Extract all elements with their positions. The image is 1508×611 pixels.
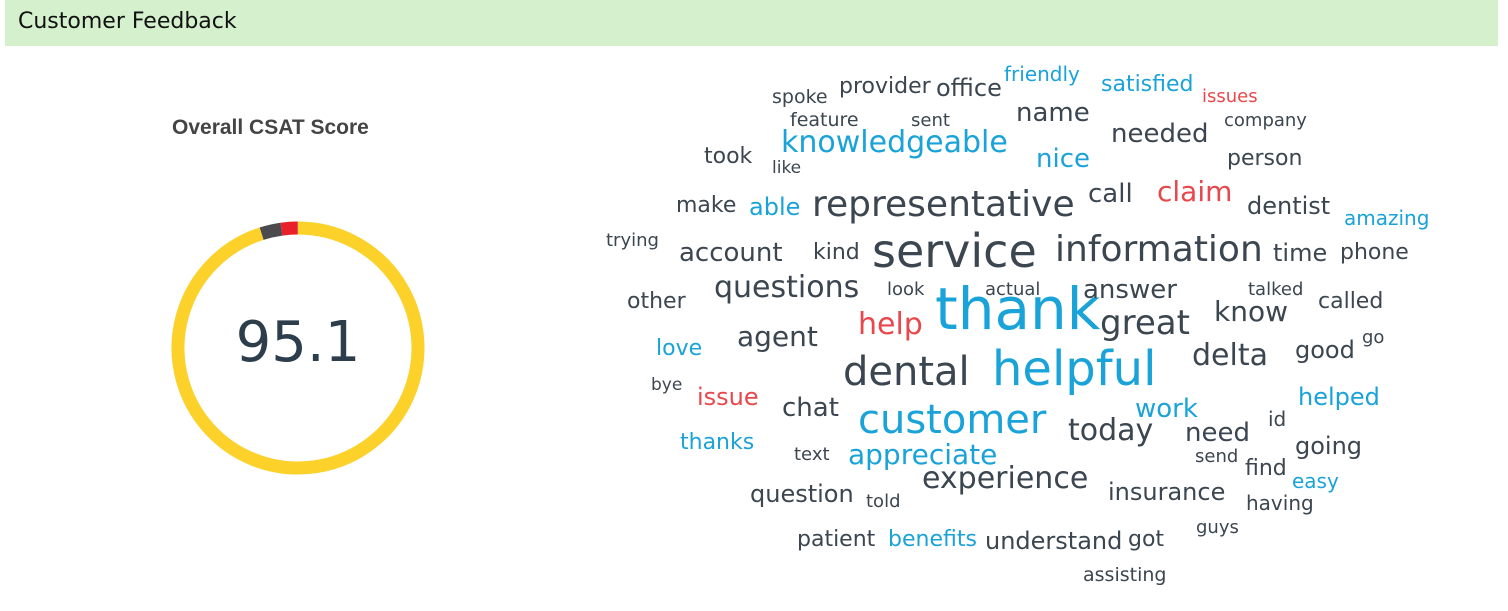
section-title: Customer Feedback — [18, 9, 237, 34]
word-cloud-word: look — [887, 279, 925, 300]
word-cloud-word: thank — [935, 275, 1101, 343]
word-cloud-word: representative — [812, 184, 1075, 225]
word-cloud-word: time — [1273, 239, 1328, 267]
word-cloud-word: feature — [790, 109, 859, 131]
word-cloud-word: patient — [797, 527, 876, 552]
word-cloud-word: easy — [1292, 469, 1339, 493]
word-cloud-word: answer — [1083, 275, 1177, 305]
word-cloud-word: go — [1362, 327, 1385, 348]
csat-score-value: 95.1 — [235, 310, 361, 375]
word-cloud-word: sent — [911, 110, 950, 131]
word-cloud-word: text — [794, 444, 830, 465]
word-cloud-word: like — [772, 158, 802, 178]
word-cloud-word: great — [1100, 303, 1190, 343]
word-cloud-word: needed — [1111, 119, 1209, 149]
word-cloud-word: appreciate — [848, 438, 998, 471]
word-cloud-word: company — [1224, 110, 1307, 131]
csat-title: Overall CSAT Score — [172, 116, 369, 139]
word-cloud-word: name — [1016, 98, 1090, 128]
word-cloud-word: benefits — [888, 527, 977, 552]
word-cloud-word: bye — [651, 375, 683, 395]
word-cloud-word: experience — [922, 461, 1089, 496]
gauge-primary-arc — [171, 221, 425, 475]
gauge-dark-arc — [259, 222, 283, 240]
word-cloud-word: issue — [697, 383, 759, 411]
word-cloud-word: need — [1185, 418, 1250, 448]
word-cloud-word: good — [1295, 336, 1355, 364]
word-cloud-word: trying — [606, 230, 659, 251]
word-cloud-word: told — [866, 491, 901, 512]
word-cloud-word: work — [1135, 394, 1198, 424]
word-cloud-word: make — [676, 193, 737, 218]
word-cloud-word: chat — [782, 393, 839, 423]
word-cloud-word: actual — [985, 279, 1041, 300]
csat-gauge — [171, 221, 425, 475]
word-cloud-word: knowledgeable — [781, 125, 1008, 160]
word-cloud-word: satisfied — [1101, 72, 1194, 97]
word-cloud-word: love — [656, 336, 703, 361]
word-cloud-word: claim — [1157, 175, 1233, 208]
word-cloud-word: provider — [839, 74, 931, 99]
gauge-red-arc — [280, 221, 298, 236]
word-cloud-word: spoke — [772, 86, 828, 108]
word-cloud-word: question — [750, 480, 854, 508]
word-cloud-word: person — [1227, 146, 1303, 171]
word-cloud-word: issues — [1202, 86, 1258, 107]
word-cloud-word: delta — [1192, 338, 1268, 373]
word-cloud-word: called — [1318, 289, 1384, 314]
word-cloud-word: information — [1055, 229, 1263, 270]
word-cloud-word: account — [679, 238, 783, 268]
word-cloud-word: took — [704, 144, 753, 169]
word-cloud-word: find — [1245, 456, 1287, 481]
section-header: Customer Feedback — [5, 0, 1498, 46]
word-cloud-word: talked — [1248, 279, 1304, 300]
word-cloud-word: understand — [985, 527, 1123, 555]
word-cloud-word: assisting — [1083, 564, 1167, 586]
word-cloud-word: dentist — [1247, 192, 1331, 220]
word-cloud-word: guys — [1196, 517, 1239, 538]
word-cloud-word: dental — [843, 349, 970, 395]
word-cloud-word: nice — [1036, 144, 1090, 174]
word-cloud-word: today — [1068, 413, 1154, 448]
word-cloud-word: service — [872, 224, 1037, 278]
word-cloud-word: thanks — [680, 430, 755, 455]
word-cloud-word: other — [627, 289, 686, 314]
word-cloud-word: able — [749, 193, 801, 221]
word-cloud-word: kind — [813, 240, 860, 265]
word-cloud-word: phone — [1340, 240, 1409, 265]
word-cloud-word: amazing — [1344, 206, 1430, 230]
word-cloud-word: got — [1128, 527, 1165, 552]
word-cloud-word: insurance — [1108, 478, 1226, 506]
word-cloud-word: know — [1214, 295, 1288, 328]
word-cloud-word: helped — [1298, 383, 1380, 411]
word-cloud-word: id — [1268, 407, 1287, 431]
word-cloud-word: help — [858, 307, 923, 342]
word-cloud-word: going — [1295, 432, 1363, 460]
word-cloud-word: agent — [737, 320, 818, 353]
word-cloud-word: helpful — [992, 341, 1157, 397]
word-cloud-word: call — [1088, 179, 1133, 209]
word-cloud-word: office — [936, 74, 1002, 102]
word-cloud-word: friendly — [1004, 62, 1080, 86]
word-cloud-word: customer — [858, 397, 1047, 443]
word-cloud-word: having — [1246, 491, 1314, 515]
word-cloud-word: send — [1195, 446, 1239, 467]
word-cloud-word: questions — [714, 270, 860, 305]
